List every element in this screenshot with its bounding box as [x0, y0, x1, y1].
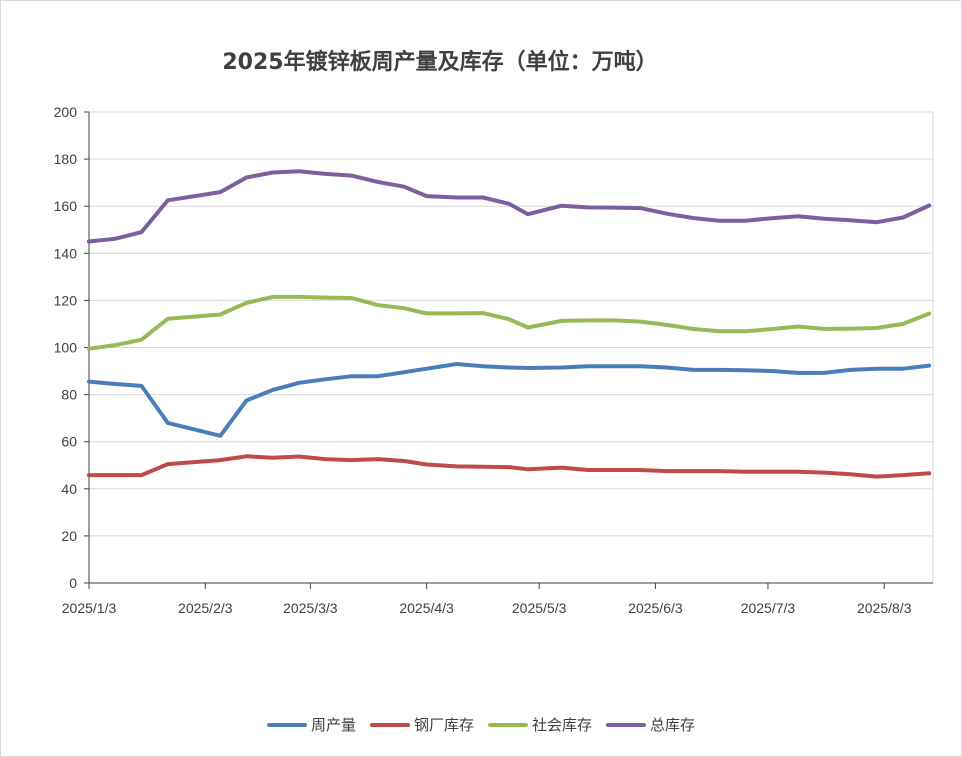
x-tick-label: 2025/8/3	[857, 600, 912, 616]
legend-swatch	[488, 722, 528, 727]
x-tick-label: 2025/6/3	[628, 600, 683, 616]
legend-label: 周产量	[310, 716, 356, 734]
x-tick-label: 2025/5/3	[512, 600, 567, 616]
y-tick-label: 180	[54, 151, 78, 167]
legend-item: 总库存	[606, 714, 695, 735]
y-tick-label: 120	[54, 292, 78, 308]
legend-item: 社会库存	[488, 714, 592, 735]
series-line-4	[87, 169, 932, 244]
y-tick-label: 100	[54, 340, 78, 356]
legend-label: 社会库存	[532, 716, 593, 734]
legend-label: 钢厂库存	[413, 716, 474, 734]
x-tick-label: 2025/1/3	[62, 600, 117, 616]
legend-swatch	[606, 722, 647, 727]
y-tick-label: 20	[61, 528, 77, 544]
x-tick-label: 2025/4/3	[399, 600, 454, 616]
series-line-3	[87, 294, 932, 351]
y-tick-label: 80	[61, 387, 77, 403]
chart-legend: 周产量 钢厂库存 社会库存 总库存	[0, 714, 962, 735]
legend-swatch	[266, 722, 307, 727]
series-line-2	[87, 454, 932, 479]
x-tick-label: 2025/2/3	[178, 600, 233, 616]
y-tick-label: 140	[54, 245, 78, 261]
y-tick-label: 160	[54, 198, 78, 214]
y-tick-label: 60	[61, 434, 77, 450]
legend-item: 钢厂库存	[369, 714, 474, 735]
chart-title: 2025年镀锌板周产量及库存（单位：万吨）	[222, 50, 658, 75]
legend-item: 周产量	[266, 714, 356, 735]
x-tick-label: 2025/7/3	[741, 600, 796, 616]
legend-label: 总库存	[650, 716, 696, 734]
legend-swatch	[369, 722, 410, 727]
series-line-1	[87, 362, 932, 438]
x-tick-label: 2025/3/3	[283, 600, 338, 616]
y-tick-label: 0	[69, 575, 77, 591]
y-tick-label: 40	[61, 481, 77, 497]
y-tick-label: 200	[54, 104, 78, 120]
